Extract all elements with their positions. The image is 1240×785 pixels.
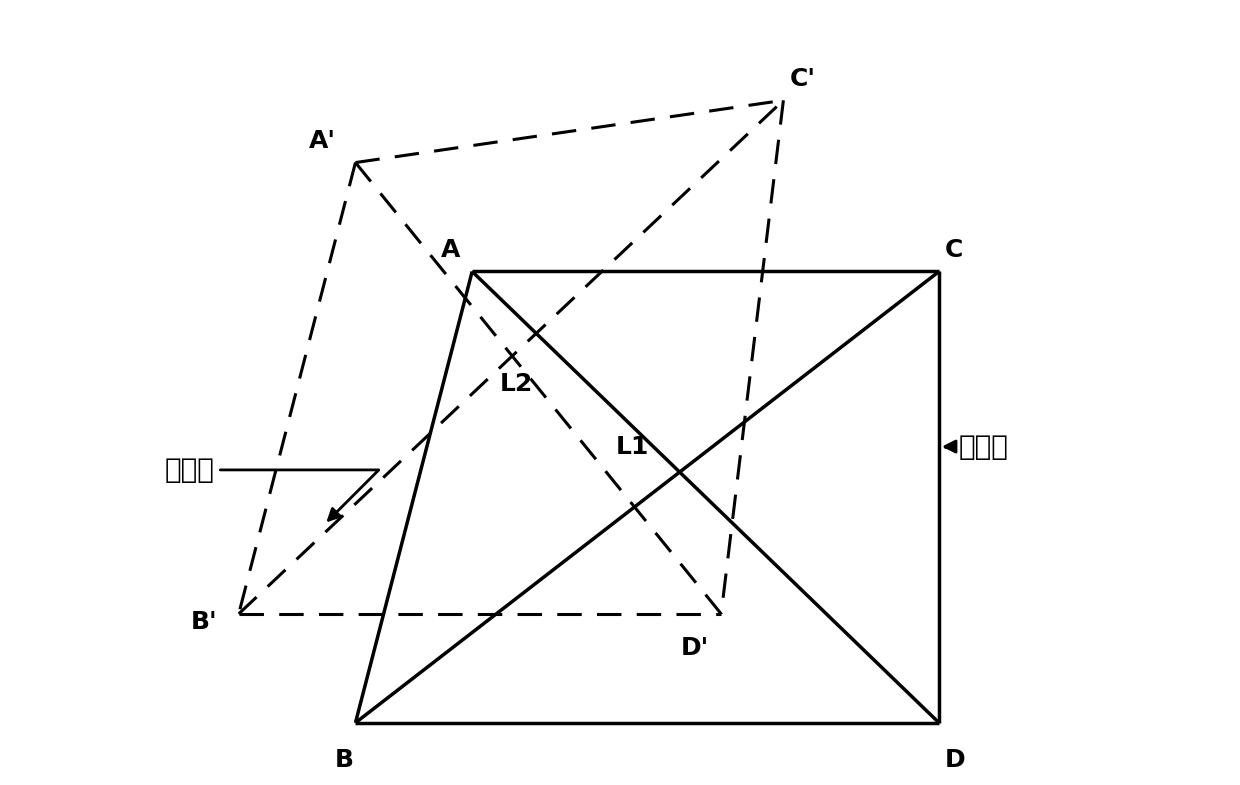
Text: L2: L2: [500, 372, 533, 396]
Text: 变形后: 变形后: [165, 456, 378, 520]
Text: 变形前: 变形前: [945, 433, 1008, 461]
Text: L1: L1: [616, 435, 650, 458]
Text: A': A': [309, 130, 336, 153]
Text: D: D: [945, 747, 966, 772]
Text: C: C: [945, 238, 963, 262]
Text: B': B': [190, 610, 217, 633]
Text: C': C': [790, 67, 816, 91]
Text: D': D': [681, 636, 709, 659]
Text: B: B: [335, 747, 353, 772]
Text: A: A: [441, 238, 460, 262]
